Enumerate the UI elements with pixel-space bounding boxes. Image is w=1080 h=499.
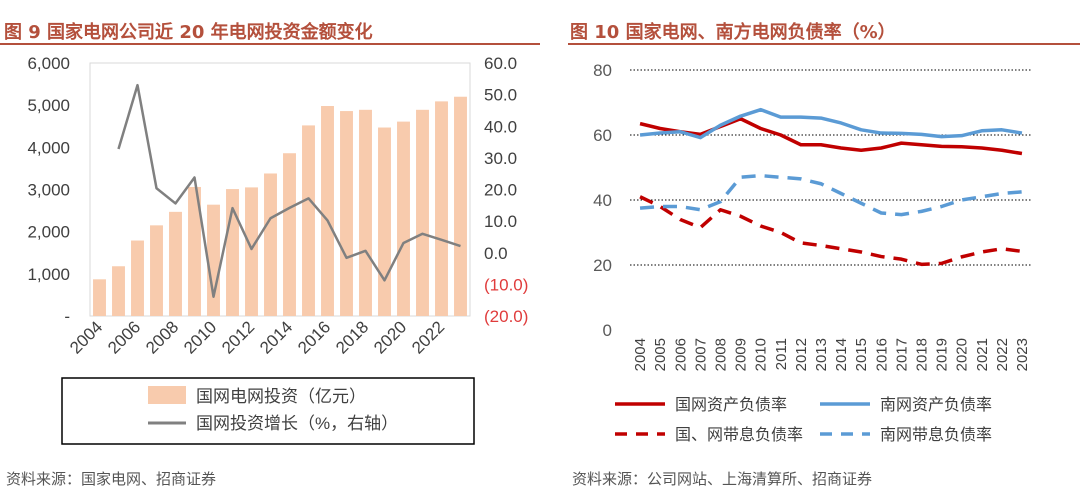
x-axis-tick: 2007	[692, 338, 709, 371]
x-axis-tick: 2013	[813, 338, 830, 371]
left-axis-tick: 6,000	[27, 54, 70, 73]
legend-sgcc-asset-liability-label: 国网资产负债率	[675, 396, 787, 414]
right-chart-title: 图 10 国家电网、南方电网负债率（%）	[570, 22, 896, 43]
x-axis-tick: 2019	[934, 338, 951, 371]
x-axis-tick: 2006	[672, 338, 689, 371]
x-axis-tick: 2009	[733, 338, 750, 371]
x-axis-tick: 2020	[954, 338, 971, 371]
x-axis-tick: 2018	[332, 317, 372, 357]
legend-sgcc-interest-debt-label: 国、网带息负债率	[675, 426, 803, 444]
right-axis-tick: 30.0	[484, 149, 517, 168]
left-axis-tick: 2,000	[27, 223, 70, 242]
right-axis-tick: 60.0	[484, 54, 517, 73]
legend-csg-interest-debt-label: 南网带息负债率	[880, 426, 992, 444]
x-axis-tick: 2005	[652, 338, 669, 371]
investment-bar	[283, 153, 296, 316]
x-axis-tick: 2011	[773, 338, 790, 370]
legend-swatch-investment-bar	[148, 386, 186, 404]
x-axis-tick: 2014	[256, 317, 296, 357]
x-axis-tick: 2023	[1014, 338, 1031, 371]
x-axis-tick: 2010	[753, 338, 770, 371]
x-axis-tick: 2022	[408, 317, 448, 357]
right-axis-tick: 0.0	[484, 244, 508, 263]
right-axis-tick: (10.0)	[484, 275, 528, 294]
x-axis-tick: 2012	[793, 338, 810, 371]
investment-bar	[112, 266, 125, 316]
y-axis-tick: 60	[593, 126, 612, 145]
x-axis-tick: 2018	[913, 338, 930, 371]
x-axis-tick: 2016	[873, 338, 890, 371]
right-title-rule	[568, 43, 1080, 45]
y-axis-tick: 40	[593, 191, 612, 210]
y-axis-tick: 0	[603, 321, 612, 340]
right-axis-tick: 10.0	[484, 212, 517, 231]
x-axis-tick: 2012	[218, 317, 258, 357]
legend-csg-asset-liability-label: 南网资产负债率	[880, 396, 992, 414]
left-axis-tick: 4,000	[27, 138, 70, 157]
investment-bar	[302, 125, 315, 316]
investment-bar	[150, 225, 163, 316]
x-axis-tick: 2016	[294, 317, 334, 357]
x-axis-tick: 2015	[853, 338, 870, 371]
x-axis-tick: 2022	[994, 338, 1011, 371]
growth-rate-line	[117, 83, 461, 298]
investment-bar	[359, 109, 372, 317]
investment-bar	[416, 109, 429, 317]
investment-bar	[207, 204, 220, 316]
x-axis-tick: 2008	[712, 338, 729, 371]
sgcc-interest-debt-line	[639, 195, 1023, 267]
left-source-note: 资料来源：国家电网、招商证券	[6, 470, 217, 488]
investment-bar	[397, 121, 410, 316]
investment-bar	[454, 96, 467, 316]
right-axis-tick: 20.0	[484, 181, 517, 200]
left-axis-tick: 3,000	[27, 181, 70, 200]
sgcc-asset-liability-line	[639, 117, 1023, 156]
y-axis-tick: 80	[593, 61, 612, 80]
left-axis-tick: -	[64, 307, 70, 326]
investment-bar	[340, 111, 353, 316]
investment-bar	[245, 187, 258, 316]
left-legend-box	[61, 377, 475, 445]
investment-bar	[93, 279, 106, 316]
x-axis-tick: 2017	[893, 338, 910, 371]
x-axis-tick: 2021	[974, 338, 991, 371]
right-axis-tick: 40.0	[484, 117, 517, 136]
legend-label-investment: 国网电网投资（亿元）	[196, 387, 366, 406]
investment-bar	[321, 106, 334, 316]
x-axis-tick: 2004	[632, 338, 649, 371]
right-source-note: 资料来源：公司网站、上海清算所、招商证券	[572, 470, 873, 488]
csg-interest-debt-line	[639, 173, 1023, 217]
x-axis-tick: 2010	[180, 317, 220, 357]
investment-bar	[378, 127, 391, 316]
investment-bar	[188, 186, 201, 316]
left-plot-area	[89, 62, 471, 317]
x-axis-tick: 2008	[142, 317, 182, 357]
right-axis-tick: 50.0	[484, 86, 517, 105]
left-axis-tick: 1,000	[27, 265, 70, 284]
x-axis-tick: 2004	[66, 317, 106, 357]
left-title-rule	[0, 43, 540, 45]
investment-bar	[435, 101, 448, 316]
left-chart-title: 图 9 国家电网公司近 20 年电网投资金额变化	[4, 22, 373, 43]
x-axis-tick: 2020	[370, 317, 410, 357]
investment-bar	[131, 240, 144, 316]
csg-asset-liability-line	[639, 107, 1023, 140]
investment-bar	[264, 173, 277, 316]
y-axis-tick: 20	[593, 256, 612, 275]
left-axis-tick: 5,000	[27, 96, 70, 115]
right-axis-tick: (20.0)	[484, 307, 528, 326]
left-chart: 6,000 5,000 4,000 3,000 2,000 1,000 - 60.0 50.0 4…	[27, 54, 528, 445]
investment-bar	[169, 211, 182, 316]
legend-label-growth: 国网投资增长（%，右轴）	[196, 414, 398, 433]
x-axis-tick: 2014	[833, 338, 850, 371]
x-axis-tick: 2006	[104, 317, 144, 357]
